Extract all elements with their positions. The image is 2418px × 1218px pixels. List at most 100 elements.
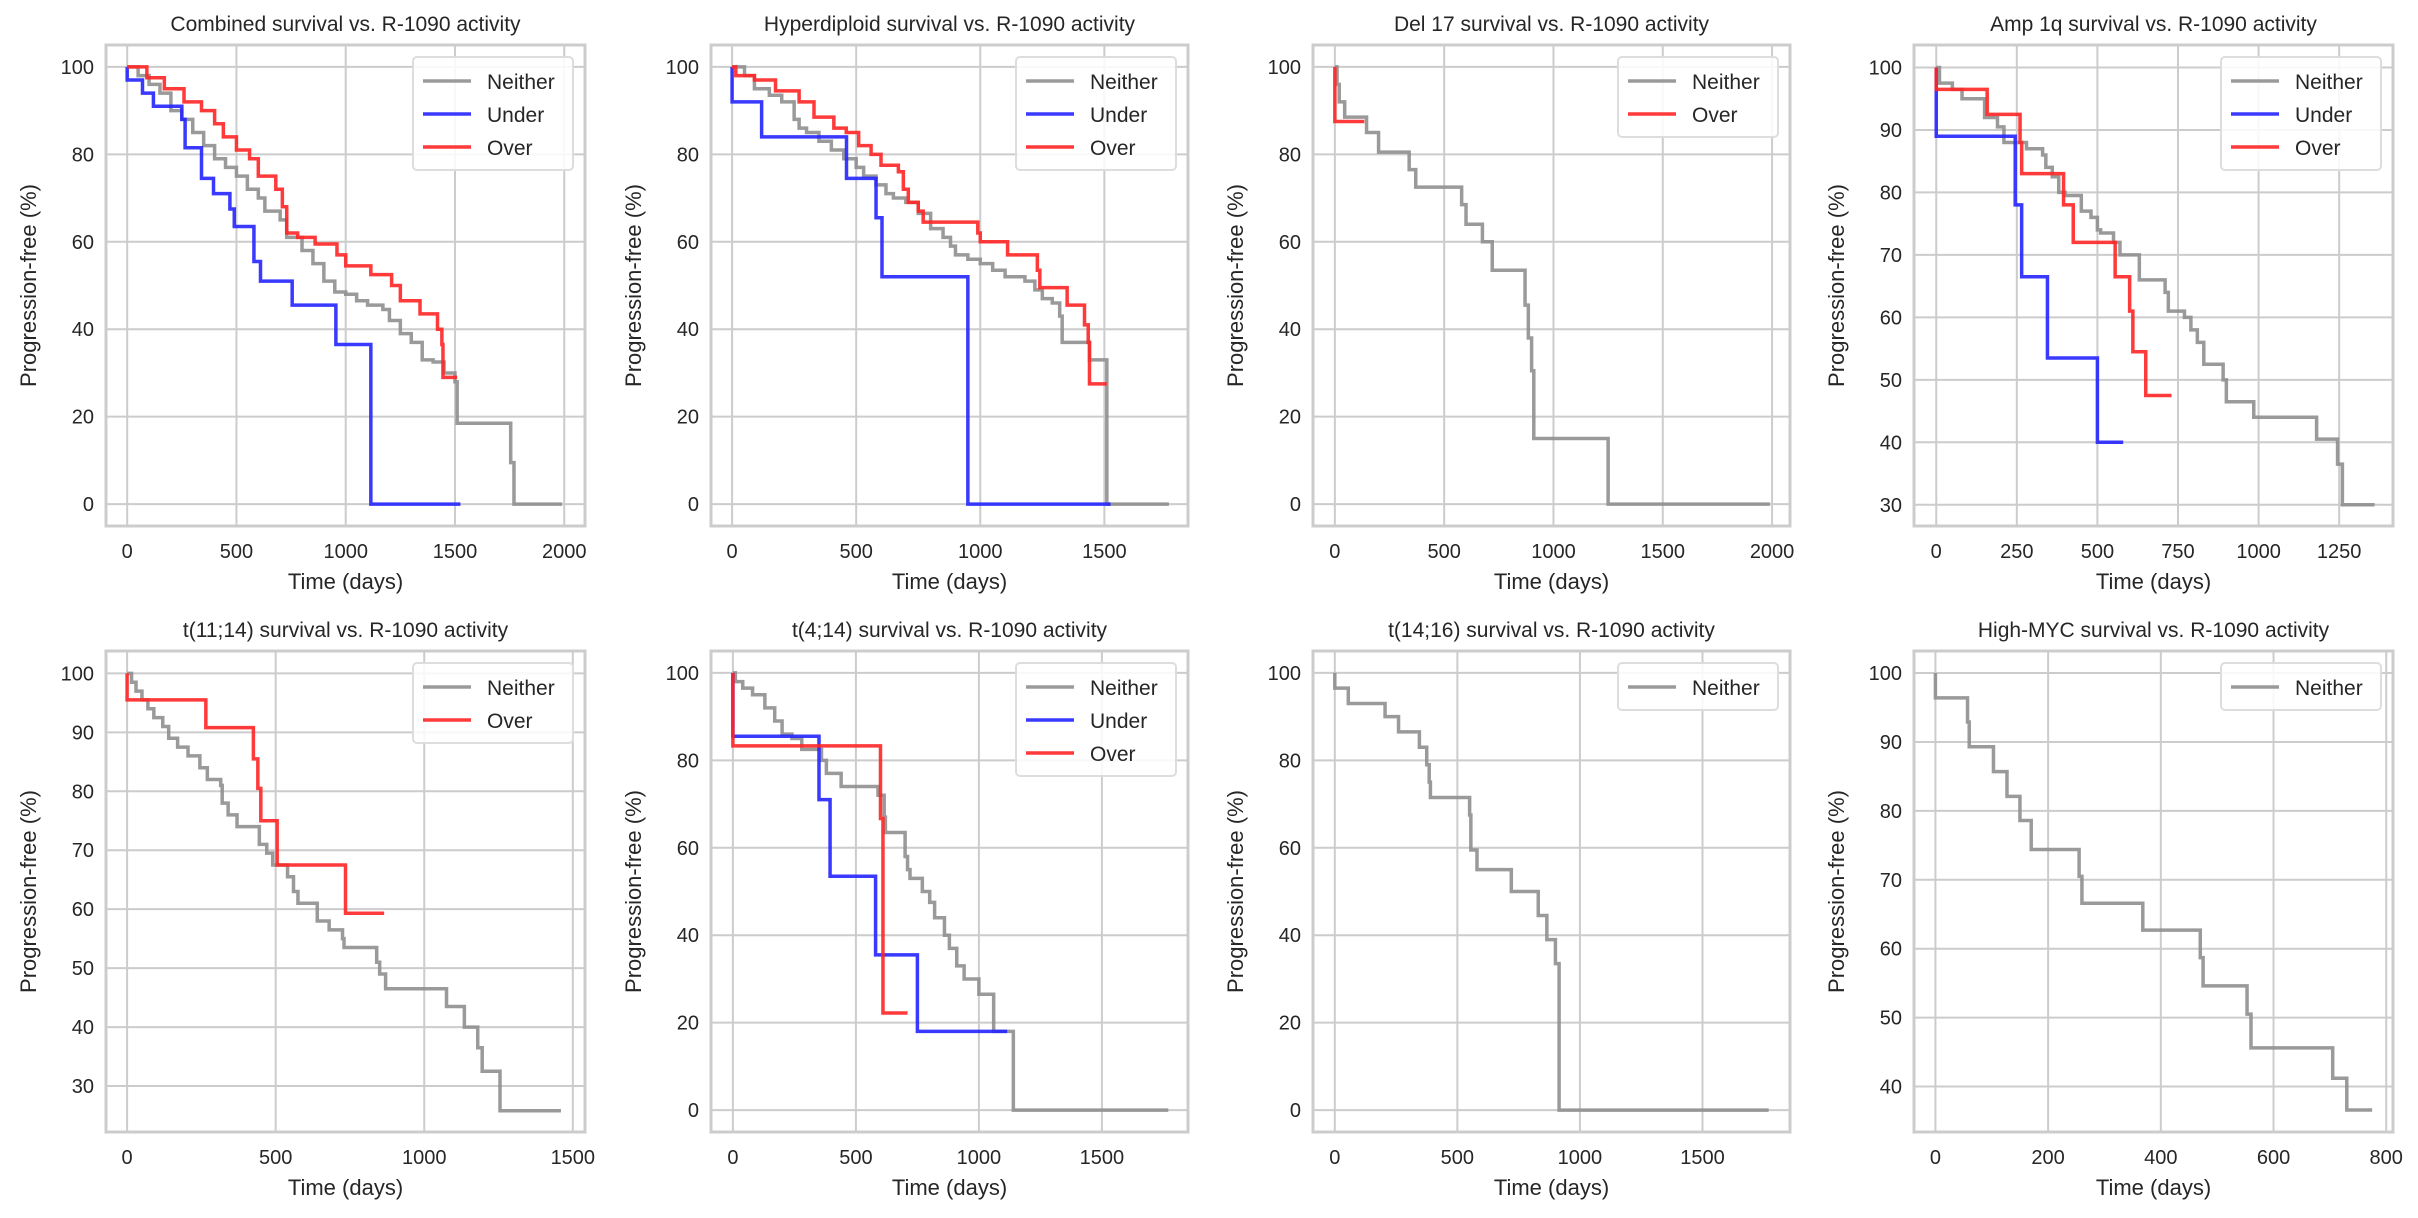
y-tick-label: 20 — [677, 407, 699, 429]
series-line-neither — [127, 671, 561, 1113]
x-tick-label: 200 — [2031, 1147, 2064, 1169]
legend-label: Under — [1090, 104, 1147, 127]
x-tick-label: 0 — [122, 1147, 133, 1169]
series-line-under — [125, 66, 461, 506]
y-tick-label: 30 — [1880, 495, 1902, 517]
series-line-under — [731, 672, 1008, 1034]
subplot-title: t(4;14) survival vs. R-1090 activity — [792, 619, 1108, 642]
y-tick-label: 90 — [72, 722, 94, 744]
x-tick-label: 0 — [1329, 541, 1340, 563]
x-tick-label: 1250 — [2317, 541, 2362, 563]
y-tick-label: 40 — [72, 1017, 94, 1039]
series-line-neither — [1933, 673, 2373, 1112]
subplot-5: 0 500 1000 1500 30 40 50 60 70 80 90 100 t(11;14) su… — [16, 619, 595, 1200]
y-tick-label: 100 — [1869, 663, 1902, 685]
series-line-under — [730, 66, 1111, 506]
y-tick-label: 40 — [1279, 319, 1301, 341]
y-axis-label: Progression-free (%) — [621, 184, 646, 387]
legend-label: Neither — [2295, 677, 2363, 700]
x-tick-label: 1000 — [323, 541, 368, 563]
y-tick-label: 50 — [1880, 370, 1902, 392]
axes-frame — [709, 43, 1190, 528]
x-axis-label: Time (days) — [1494, 1175, 1609, 1200]
legend: Neither — [2220, 662, 2382, 711]
x-tick-label: 0 — [1329, 1147, 1340, 1169]
subplot-1: 0 500 1000 1500 2000 0 20 40 60 80 100 Combined sur… — [16, 13, 587, 594]
y-axis-label: Progression-free (%) — [1824, 790, 1849, 993]
subplot-8: 0 200 400 600 800 40 50 60 70 80 90 100 High-MYC sur… — [1824, 619, 2403, 1200]
y-tick-label: 20 — [677, 1013, 699, 1035]
legend-label: Neither — [1692, 677, 1760, 700]
x-tick-label: 0 — [1931, 541, 1942, 563]
y-tick-label: 70 — [1880, 245, 1902, 267]
y-tick-label: 100 — [1869, 57, 1902, 79]
y-tick-label: 60 — [677, 838, 699, 860]
axes-frame — [1912, 649, 2395, 1134]
series-line-neither — [127, 65, 563, 506]
legend-box — [2220, 662, 2382, 711]
subplot-title: t(14;16) survival vs. R-1090 activity — [1388, 619, 1715, 642]
y-tick-label: 60 — [677, 232, 699, 254]
x-tick-label: 500 — [1441, 1147, 1474, 1169]
y-tick-label: 70 — [1880, 870, 1902, 892]
y-tick-label: 40 — [677, 925, 699, 947]
legend: Neither Under Over — [2220, 56, 2382, 171]
legend-label: Over — [1090, 743, 1136, 766]
subplot-title: Amp 1q survival vs. R-1090 activity — [1990, 13, 2317, 36]
subplot-title: Combined survival vs. R-1090 activity — [170, 13, 521, 36]
series-line-over — [732, 65, 1107, 386]
subplot-2: 0 500 1000 1500 0 20 40 60 80 100 Hyperdiploid sur… — [621, 13, 1190, 594]
legend-label: Over — [2295, 137, 2341, 160]
y-axis-label: Progression-free (%) — [1223, 790, 1248, 993]
x-axis-label: Time (days) — [892, 569, 1007, 594]
axes-frame — [104, 43, 587, 528]
x-tick-label: 1500 — [1680, 1147, 1725, 1169]
legend: Neither Over — [412, 662, 574, 744]
legend-box — [1617, 56, 1779, 138]
y-tick-label: 0 — [1290, 494, 1301, 516]
x-tick-label: 250 — [2000, 541, 2033, 563]
x-tick-label: 1500 — [1082, 541, 1127, 563]
legend-label: Neither — [2295, 71, 2363, 94]
y-tick-label: 0 — [688, 1100, 699, 1122]
y-tick-label: 40 — [677, 319, 699, 341]
x-axis-label: Time (days) — [288, 1175, 403, 1200]
y-tick-label: 60 — [72, 232, 94, 254]
y-tick-label: 100 — [1268, 663, 1301, 685]
axes-frame — [104, 649, 587, 1134]
x-tick-label: 500 — [2081, 541, 2114, 563]
x-tick-label: 500 — [259, 1147, 292, 1169]
subplot-title: High-MYC survival vs. R-1090 activity — [1978, 619, 2330, 642]
y-tick-label: 0 — [1290, 1100, 1301, 1122]
y-tick-label: 100 — [666, 57, 699, 79]
subplot-3: 0 500 1000 1500 2000 0 20 40 60 80 100 Del 17 survi… — [1223, 13, 1794, 594]
y-tick-label: 40 — [1880, 1077, 1902, 1099]
legend-label: Neither — [487, 677, 555, 700]
legend: Neither Over — [1617, 56, 1779, 138]
x-tick-label: 600 — [2257, 1147, 2290, 1169]
y-tick-label: 40 — [1880, 432, 1902, 454]
series-line-under — [1934, 67, 2124, 445]
y-axis-label: Progression-free (%) — [621, 790, 646, 993]
series-line-neither — [1333, 672, 1769, 1112]
x-tick-label: 2000 — [1750, 541, 1795, 563]
y-tick-label: 20 — [72, 407, 94, 429]
x-tick-label: 0 — [122, 541, 133, 563]
y-tick-label: 20 — [1279, 407, 1301, 429]
y-tick-label: 40 — [1279, 925, 1301, 947]
x-tick-label: 400 — [2144, 1147, 2177, 1169]
series-line-over — [731, 672, 908, 1015]
y-tick-label: 50 — [1880, 1008, 1902, 1030]
y-tick-label: 100 — [1268, 57, 1301, 79]
axes-frame — [1912, 43, 2395, 528]
series-line-over — [1934, 67, 2172, 398]
x-tick-label: 500 — [839, 541, 872, 563]
legend-box — [412, 56, 574, 171]
y-tick-label: 80 — [1880, 801, 1902, 823]
x-tick-label: 800 — [2370, 1147, 2403, 1169]
y-tick-label: 50 — [72, 958, 94, 980]
y-tick-label: 40 — [72, 319, 94, 341]
y-tick-label: 70 — [72, 840, 94, 862]
x-tick-label: 1000 — [957, 1147, 1002, 1169]
